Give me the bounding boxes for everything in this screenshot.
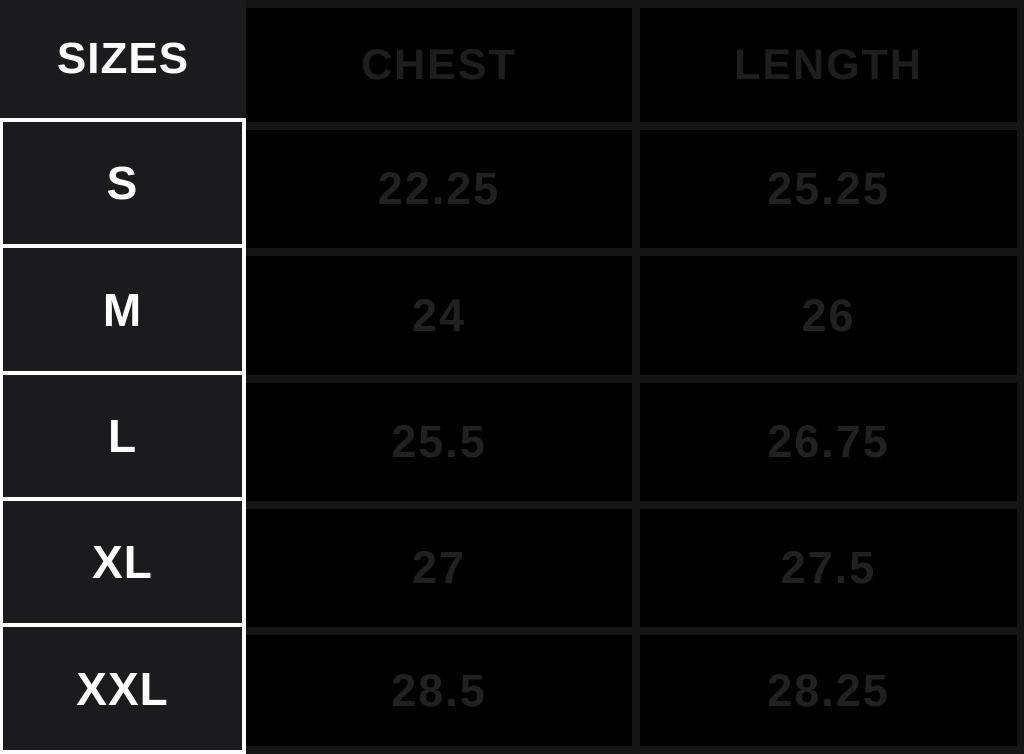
size-cell-s: S: [0, 122, 246, 248]
length-value-s: 25.25: [632, 122, 1024, 248]
header-length: LENGTH: [632, 0, 1024, 122]
header-sizes: SIZES: [0, 0, 246, 122]
length-value-xxl: 28.25: [632, 627, 1024, 754]
length-value-m: 26: [632, 248, 1024, 375]
size-cell-xl: XL: [0, 501, 246, 627]
chest-value-xxl: 28.5: [246, 627, 632, 754]
length-value-xl: 27.5: [632, 501, 1024, 627]
size-cell-xxl: XXL: [0, 627, 246, 754]
length-value-l: 26.75: [632, 375, 1024, 501]
header-chest: CHEST: [246, 0, 632, 122]
chest-value-m: 24: [246, 248, 632, 375]
chest-value-s: 22.25: [246, 122, 632, 248]
size-cell-m: M: [0, 248, 246, 375]
chest-value-xl: 27: [246, 501, 632, 627]
chest-value-l: 25.5: [246, 375, 632, 501]
size-cell-l: L: [0, 375, 246, 501]
